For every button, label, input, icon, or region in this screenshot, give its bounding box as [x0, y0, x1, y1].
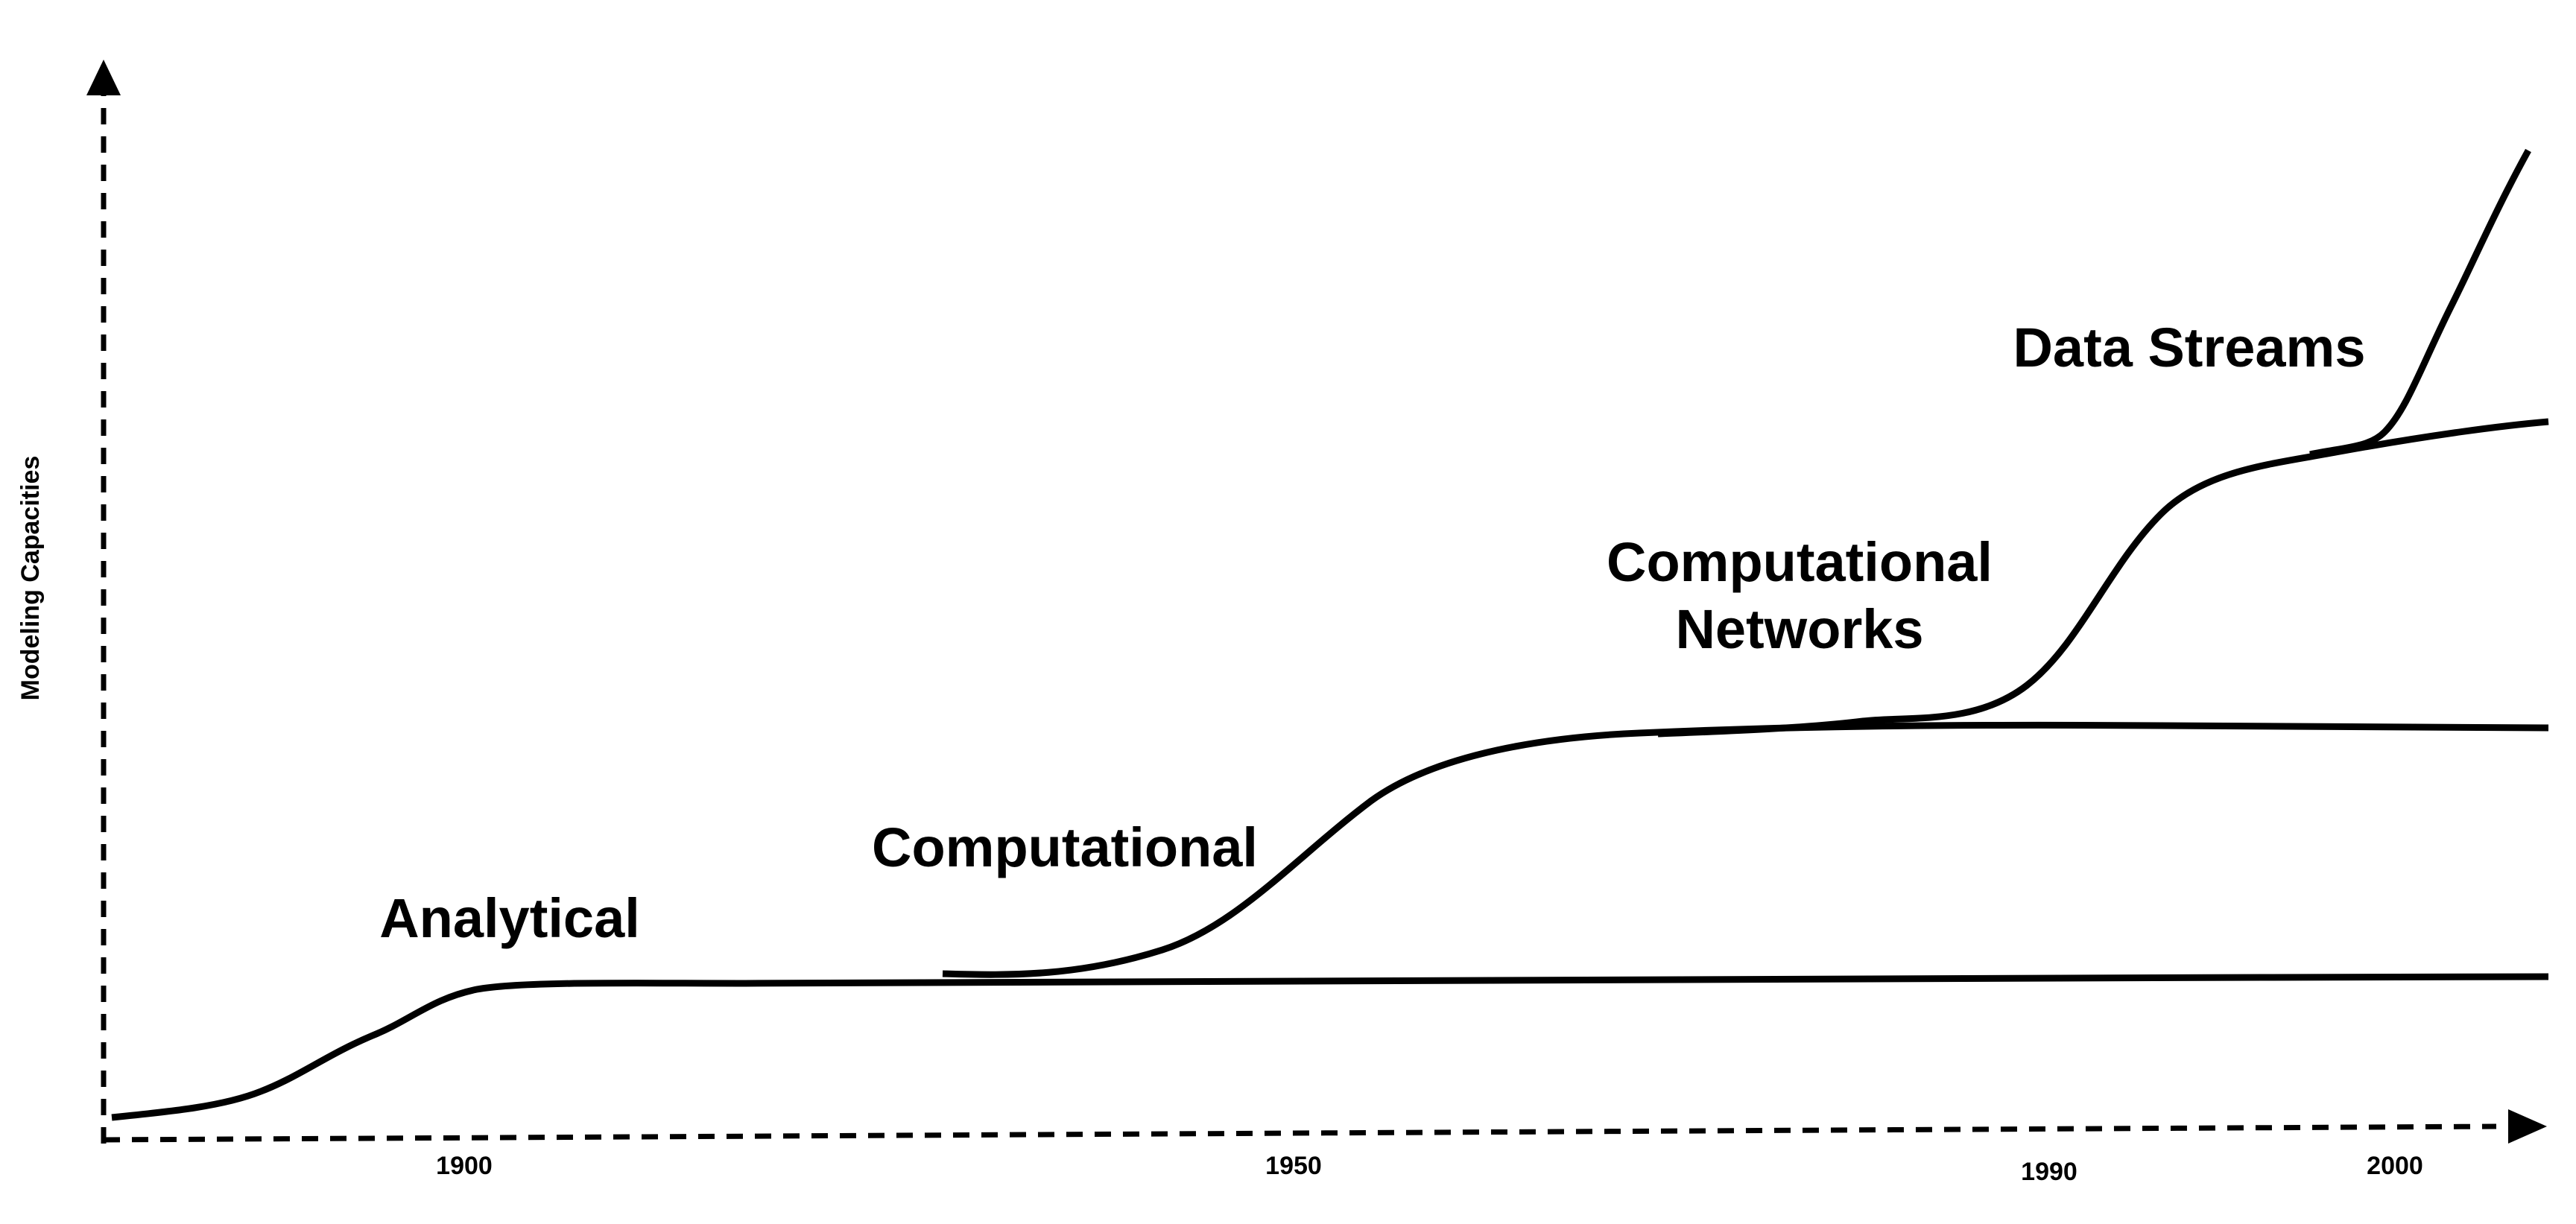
x-axis-line: [103, 1123, 2497, 1143]
computational-networks-curve: [1657, 418, 2549, 738]
y-axis-arrowhead: [86, 60, 121, 95]
x-tick-label-1900: 1900: [436, 1152, 493, 1180]
x-tick-label-2000: 2000: [2367, 1152, 2423, 1180]
x-tick-label-1950: 1950: [1265, 1152, 1322, 1180]
x-tick-label-1990: 1990: [2021, 1158, 2077, 1186]
era-label-computational-networks-line1: Computational: [1607, 531, 1993, 593]
data-streams-curve: [2309, 148, 2531, 458]
y-axis-title: Modeling Capacities: [16, 456, 45, 701]
era-label-computational: Computational: [872, 816, 1258, 878]
analytical-curve: [111, 973, 2549, 1121]
era-label-computational-networks-line2: Networks: [1675, 598, 1923, 660]
x-axis-arrowhead: [2508, 1109, 2547, 1144]
era-label-analytical: Analytical: [379, 887, 640, 949]
computational-curve: [942, 721, 2549, 978]
era-label-data-streams: Data Streams: [2013, 317, 2365, 378]
